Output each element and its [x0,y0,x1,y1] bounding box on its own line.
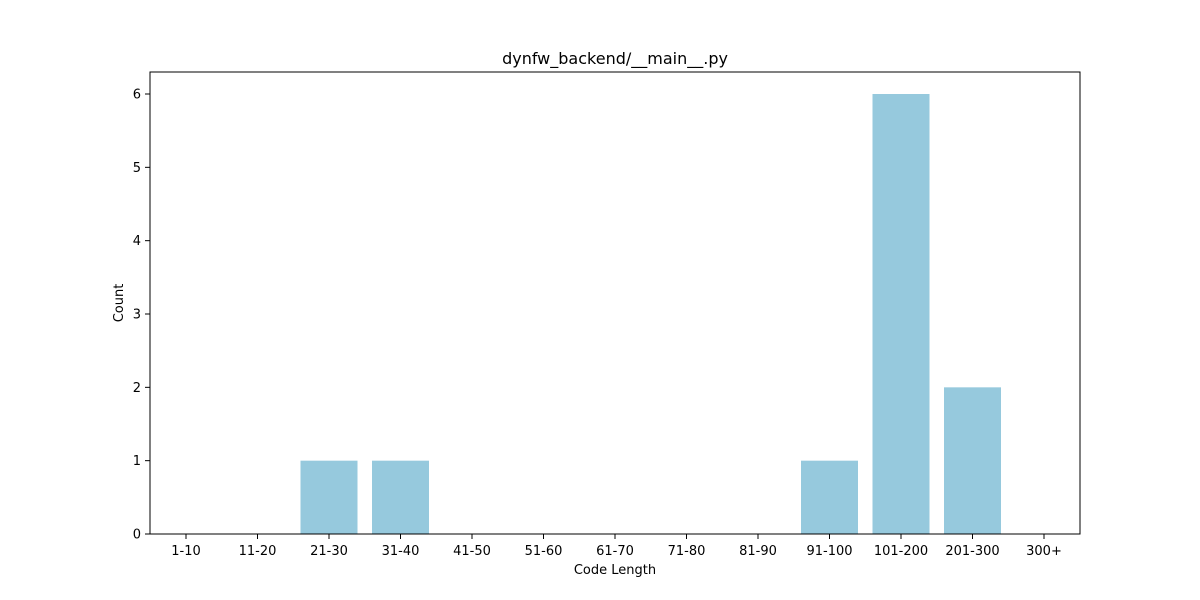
y-tick-label: 6 [133,88,141,103]
x-tick-label: 11-20 [239,544,277,559]
bar-101-200 [872,94,930,534]
bar-201-300 [944,387,1001,534]
x-tick-label: 41-50 [453,544,491,559]
x-tick-label: 101-200 [874,544,928,559]
y-axis-label: Count [112,284,127,323]
bars-layer [300,94,1001,534]
y-tick-label: 4 [133,234,141,249]
x-tick-label: 1-10 [171,544,201,559]
y-tick-label: 1 [133,454,141,469]
bar-21-30 [300,460,358,534]
x-axis-label: Code Length [574,563,656,578]
x-tick-label: 21-30 [310,544,348,559]
bar-91-100 [801,460,858,534]
chart-title: dynfw_backend/__main__.py [502,49,728,69]
y-tick-label: 3 [133,308,141,323]
x-axis: 1-10 11-20 21-30 31-40 41-50 51-60 61-70 71-80 8… [171,534,1062,559]
plot-frame [149,71,1081,535]
x-tick-label: 81-90 [739,544,777,559]
x-tick-label: 71-80 [668,544,706,559]
x-tick-label: 201-300 [945,544,999,559]
x-tick-label: 91-100 [806,544,852,559]
y-tick-label: 0 [133,528,141,543]
y-axis: 0 1 2 3 4 5 6 [133,88,150,543]
x-tick-label: 300+ [1026,544,1062,559]
y-tick-label: 5 [133,161,141,176]
x-tick-label: 31-40 [382,544,420,559]
bar-31-40 [372,460,429,534]
x-tick-label: 51-60 [525,544,563,559]
y-tick-label: 2 [133,381,141,396]
x-tick-label: 61-70 [596,544,634,559]
